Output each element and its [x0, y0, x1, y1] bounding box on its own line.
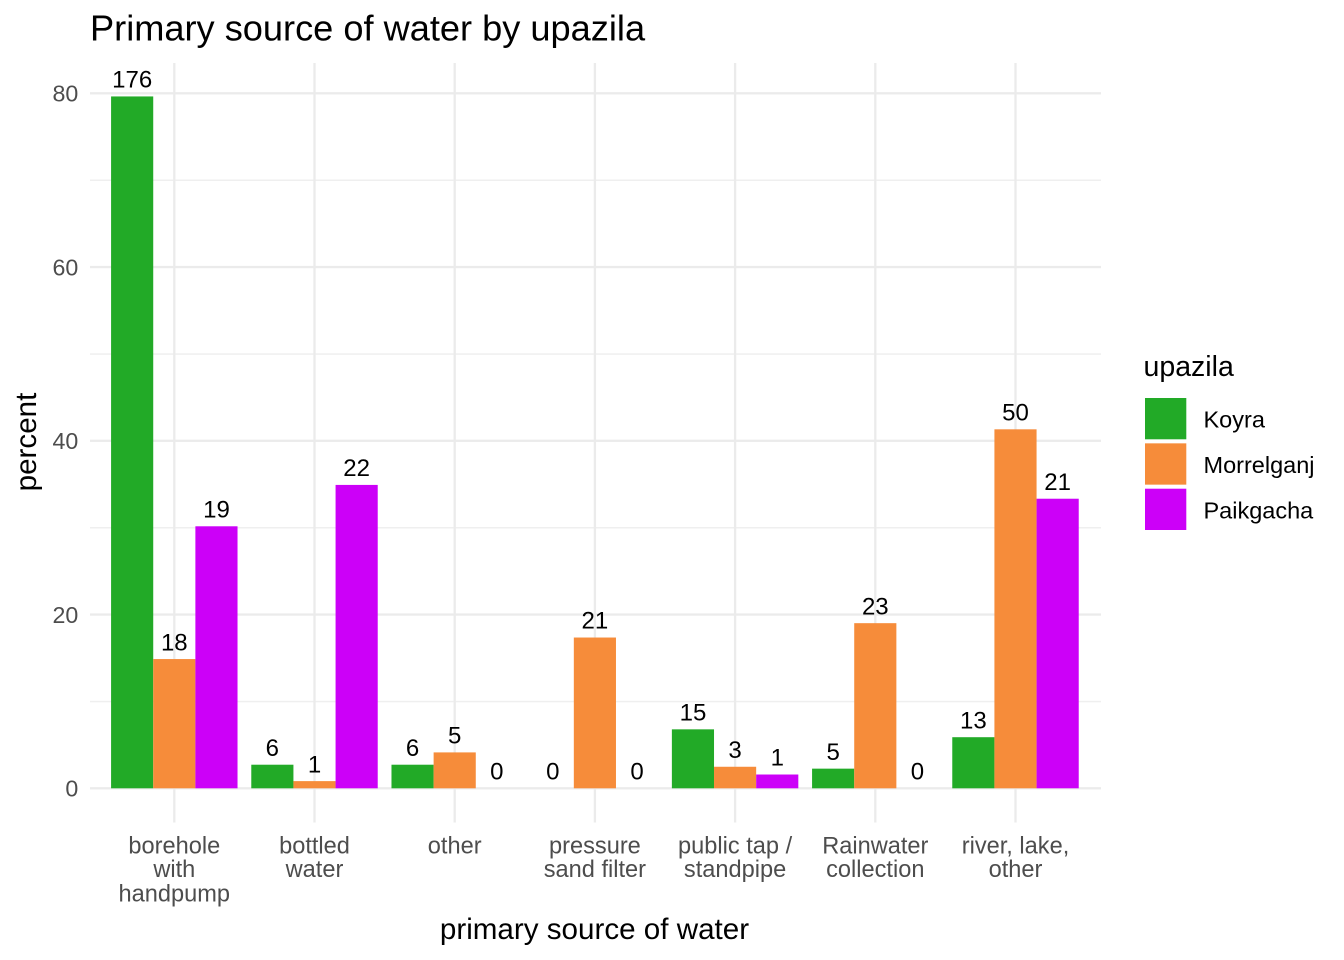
svg-text:13: 13 — [960, 707, 987, 734]
svg-text:3: 3 — [728, 737, 741, 764]
svg-text:river, lake,: river, lake, — [962, 834, 1070, 860]
svg-text:21: 21 — [582, 608, 609, 635]
svg-text:handpump: handpump — [119, 882, 231, 908]
svg-text:21: 21 — [1044, 469, 1071, 496]
svg-text:0: 0 — [911, 759, 924, 786]
svg-text:5: 5 — [826, 739, 839, 766]
svg-text:bottled: bottled — [279, 834, 350, 860]
svg-text:176: 176 — [112, 67, 152, 94]
svg-text:6: 6 — [406, 735, 419, 762]
svg-text:1: 1 — [308, 751, 321, 778]
svg-text:6: 6 — [266, 735, 279, 762]
svg-text:Koyra: Koyra — [1204, 407, 1266, 433]
svg-text:40: 40 — [53, 428, 79, 454]
svg-text:50: 50 — [1002, 400, 1029, 427]
svg-text:other: other — [989, 857, 1043, 883]
svg-text:15: 15 — [680, 700, 707, 727]
svg-text:borehole: borehole — [128, 834, 220, 860]
svg-text:sand filter: sand filter — [544, 857, 646, 883]
svg-text:public tap /: public tap / — [678, 834, 793, 860]
svg-text:collection: collection — [826, 857, 924, 883]
svg-text:0: 0 — [630, 759, 643, 786]
svg-text:pressure: pressure — [549, 834, 641, 860]
svg-text:upazila: upazila — [1144, 351, 1234, 383]
svg-text:percent: percent — [10, 393, 43, 492]
svg-text:Primary source of water by upa: Primary source of water by upazila — [90, 7, 646, 48]
svg-text:standpipe: standpipe — [684, 857, 786, 883]
svg-text:other: other — [428, 834, 482, 860]
svg-text:20: 20 — [53, 602, 79, 628]
svg-text:0: 0 — [546, 759, 559, 786]
svg-text:Paikgacha: Paikgacha — [1204, 497, 1315, 523]
svg-text:Rainwater: Rainwater — [822, 834, 928, 860]
svg-text:18: 18 — [161, 629, 188, 656]
svg-text:primary source of water: primary source of water — [440, 913, 749, 946]
svg-text:Morrelganj: Morrelganj — [1204, 452, 1315, 478]
svg-text:23: 23 — [862, 593, 889, 620]
svg-text:0: 0 — [65, 776, 78, 802]
svg-text:0: 0 — [490, 759, 503, 786]
svg-text:60: 60 — [53, 254, 79, 280]
svg-text:80: 80 — [53, 81, 79, 107]
svg-text:1: 1 — [771, 745, 784, 772]
svg-text:22: 22 — [343, 455, 370, 482]
svg-text:5: 5 — [448, 723, 461, 750]
svg-text:with: with — [152, 857, 195, 883]
svg-text:19: 19 — [203, 496, 230, 523]
svg-text:water: water — [285, 857, 344, 883]
